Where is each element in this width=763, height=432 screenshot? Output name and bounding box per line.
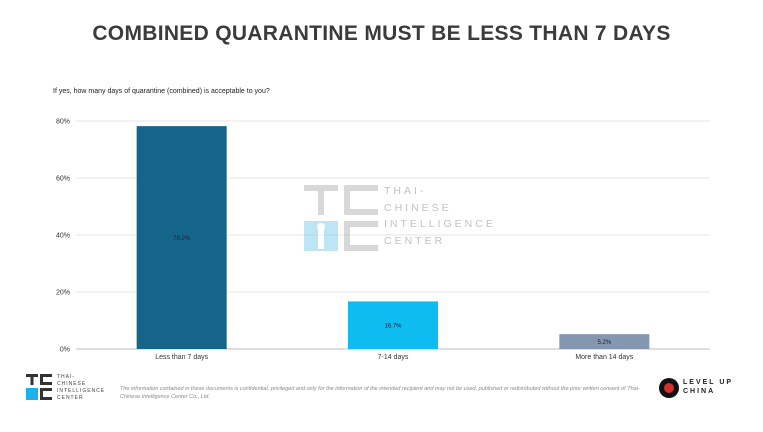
- footer-logo-line: CENTER: [57, 395, 84, 401]
- watermark-line: CENTER: [384, 234, 446, 247]
- x-tick-label: More than 14 days: [575, 354, 633, 361]
- disclaimer-text: The information contained in these docum…: [120, 386, 640, 400]
- watermark-line: INTELLIGENCE: [384, 218, 496, 230]
- data-label: 5.2%: [597, 340, 611, 346]
- y-tick-labels: 0% 20% 40% 60% 80%: [56, 119, 70, 354]
- tcic-logo-icon: [304, 185, 378, 251]
- bar: [348, 301, 438, 349]
- footer-logo-line: THAI-: [57, 374, 76, 380]
- level-up-china-logo: LEVEL UP CHINA: [657, 376, 737, 400]
- x-tick-label: 7-14 days: [378, 354, 409, 361]
- data-label: 16.7%: [384, 324, 402, 330]
- page-title: COMBINED QUARANTINE MUST BE LESS THAN 7 …: [92, 22, 671, 45]
- footer-logo: THAI- CHINESE INTELLIGENCE CENTER: [25, 373, 125, 403]
- bar: [559, 334, 650, 349]
- footer-logo-line: CHINESE: [57, 381, 87, 387]
- level-up-circle-icon: [659, 378, 679, 398]
- bar: [136, 126, 227, 349]
- y-tick-label: 40%: [56, 233, 70, 240]
- watermark-line: THAI-: [384, 185, 427, 197]
- y-tick-label: 20%: [56, 290, 70, 297]
- watermark-line: CHINESE: [384, 201, 452, 214]
- y-tick-label: 0%: [60, 347, 70, 354]
- y-tick-label: 60%: [56, 176, 70, 183]
- chart-subtitle: If yes, how many days of quarantine (com…: [53, 88, 270, 95]
- data-label: 78.2%: [173, 236, 191, 242]
- watermark-logo: THAI- CHINESE INTELLIGENCE CENTER: [302, 183, 522, 253]
- bars: [136, 126, 650, 349]
- x-tick-labels: Less than 7 days 7-14 days More than 14 da…: [155, 354, 634, 361]
- y-tick-label: 80%: [56, 119, 70, 126]
- x-tick-label: Less than 7 days: [155, 354, 208, 361]
- partner-logo-text: LEVEL UP CHINA: [683, 379, 733, 395]
- tcic-small-logo-icon: [26, 374, 52, 400]
- data-labels: 78.2% 16.7% 5.2%: [173, 236, 612, 346]
- footer-logo-line: INTELLIGENCE: [57, 388, 106, 394]
